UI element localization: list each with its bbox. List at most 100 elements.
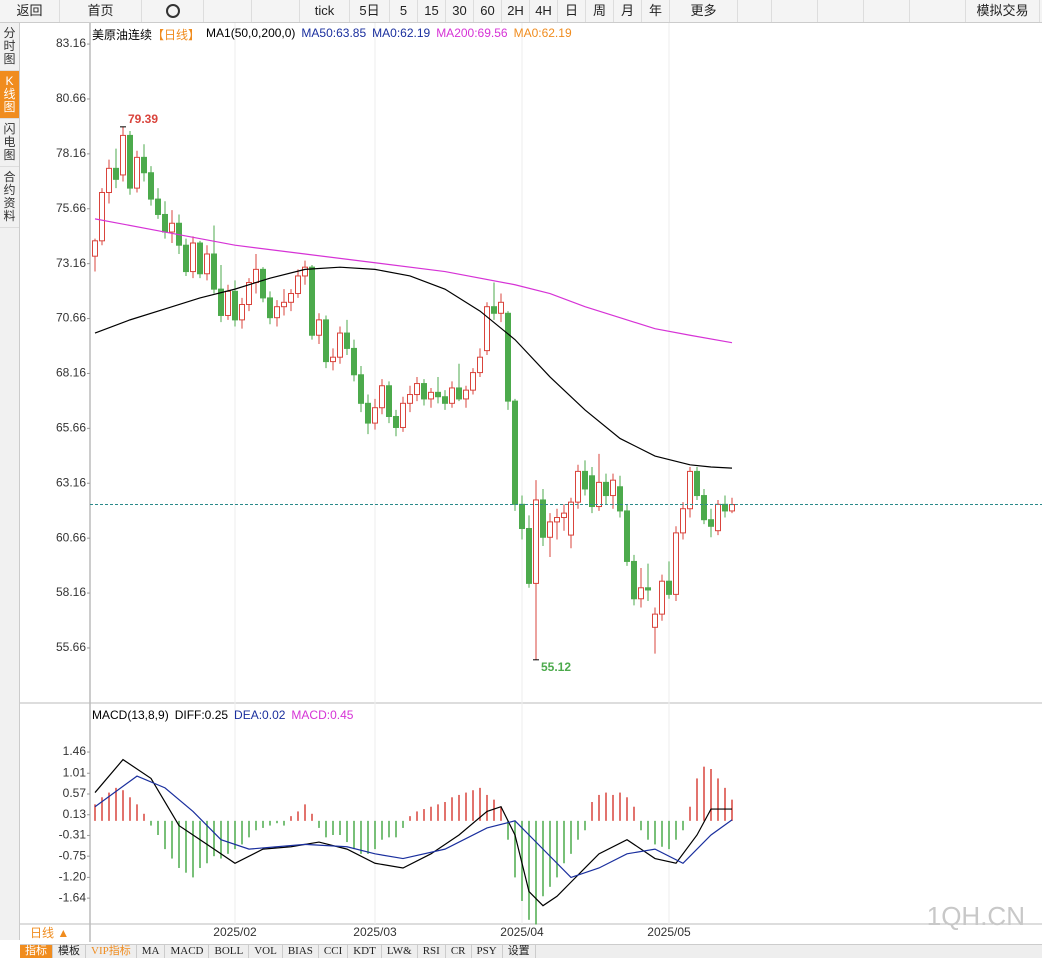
- candle-body: [365, 402, 371, 424]
- candle-body: [547, 521, 553, 538]
- side-tab[interactable]: 分时图: [0, 23, 19, 71]
- candle-body: [512, 400, 518, 505]
- fx-button[interactable]: [738, 0, 772, 22]
- candle-body: [330, 356, 336, 363]
- y-tick-label: 73.16: [56, 256, 86, 270]
- period-button[interactable]: 5日: [350, 0, 390, 22]
- candle-body: [211, 253, 217, 290]
- y-tick-label: -1.20: [59, 870, 87, 884]
- refresh-button[interactable]: [142, 0, 204, 22]
- arrow-buttons[interactable]: [910, 0, 966, 22]
- y-tick-label: 1.01: [63, 765, 87, 779]
- candle-body: [533, 499, 539, 584]
- y-tick-label: -0.31: [59, 828, 87, 842]
- candle-body: [288, 293, 294, 303]
- indicator-tab[interactable]: MACD: [165, 945, 210, 958]
- candle-body: [99, 192, 105, 242]
- indicator-tab[interactable]: KDT: [348, 945, 382, 958]
- candle-body: [197, 242, 203, 275]
- candle-body: [239, 304, 245, 321]
- macd-line: [94, 758, 732, 907]
- period-button[interactable]: 年: [642, 0, 670, 22]
- candle-body: [596, 481, 602, 508]
- indicator-tab[interactable]: PSY: [472, 945, 503, 958]
- candle-body: [393, 415, 399, 428]
- candle-body: [680, 508, 686, 534]
- indicator-tab[interactable]: 指标: [20, 945, 53, 958]
- indicator-tab[interactable]: CCI: [319, 945, 349, 958]
- zoom-out[interactable]: [772, 0, 818, 22]
- sim-trade-button[interactable]: 模拟交易: [966, 0, 1040, 22]
- candle-icon[interactable]: [252, 0, 300, 22]
- candle-body: [582, 470, 588, 490]
- chart-title: 美原油连续: [92, 28, 153, 42]
- period-button[interactable]: 30: [446, 0, 474, 22]
- x-tick-label: 2025/02: [213, 925, 257, 939]
- candle-body: [92, 240, 98, 257]
- tick-button[interactable]: tick: [300, 0, 350, 22]
- candle-body: [267, 297, 273, 319]
- zoom-in[interactable]: [818, 0, 864, 22]
- indicator-tab[interactable]: BIAS: [283, 945, 319, 958]
- candle-body: [631, 560, 637, 600]
- indicator-tab[interactable]: 设置: [503, 945, 536, 958]
- indicator-tab[interactable]: BOLL: [209, 945, 250, 958]
- back-button[interactable]: 返回: [0, 0, 60, 22]
- candle-body: [526, 527, 532, 584]
- candle-body: [575, 470, 581, 503]
- candle-body: [106, 167, 112, 194]
- candle-body: [610, 479, 616, 497]
- y-tick-label: 65.66: [56, 421, 86, 435]
- candle-body: [498, 301, 504, 314]
- y-tick-label: 55.66: [56, 640, 86, 654]
- legend-item: MA1(50,0,200,0): [206, 26, 296, 40]
- more-button[interactable]: 更多: [670, 0, 738, 22]
- candle-body: [435, 391, 441, 398]
- moving-average: [94, 218, 733, 344]
- candle-body: [722, 503, 728, 512]
- candle-body: [274, 306, 280, 319]
- y-tick-label: 1.46: [63, 744, 87, 758]
- side-tab[interactable]: 合约资料: [0, 167, 19, 228]
- candle-body: [225, 290, 231, 316]
- chart-icon[interactable]: [204, 0, 252, 22]
- indicator-tab[interactable]: LW&: [382, 945, 418, 958]
- period-button[interactable]: 周: [586, 0, 614, 22]
- candle-body: [302, 266, 308, 277]
- legend-item: MA200:69.56: [436, 26, 508, 40]
- x-tick-label: 2025/05: [647, 925, 691, 939]
- y-tick-label: 75.66: [56, 201, 86, 215]
- side-tab[interactable]: K线图: [0, 71, 19, 119]
- indicator-tab[interactable]: 模板: [53, 945, 86, 958]
- candle-body: [386, 385, 392, 417]
- indicator-tab[interactable]: VOL: [249, 945, 283, 958]
- period-button[interactable]: 日: [558, 0, 586, 22]
- candle-body: [638, 587, 644, 600]
- x-tick-label: 2025/04: [500, 925, 544, 939]
- annotation-label: 55.12: [541, 660, 571, 674]
- legend-item: DIFF:0.25: [174, 708, 229, 722]
- period-button[interactable]: 4H: [530, 0, 558, 22]
- candle-body: [127, 134, 133, 189]
- period-button[interactable]: 5: [390, 0, 418, 22]
- candle-body: [358, 374, 364, 404]
- indicator-tab[interactable]: VIP指标: [86, 945, 137, 958]
- period-button[interactable]: 2H: [502, 0, 530, 22]
- period-button[interactable]: 60: [474, 0, 502, 22]
- candle-body: [603, 481, 609, 497]
- candle-body: [183, 244, 189, 273]
- indicator-tab[interactable]: CR: [446, 945, 472, 958]
- home-button[interactable]: 首页: [60, 0, 142, 22]
- indicator-tab[interactable]: RSI: [418, 945, 446, 958]
- indicator-tab[interactable]: MA: [137, 945, 166, 958]
- candle-body: [148, 172, 154, 200]
- period-button[interactable]: 15: [418, 0, 446, 22]
- x-tick-label: 2025/03: [353, 925, 397, 939]
- side-tab[interactable]: 闪电图: [0, 119, 19, 167]
- candle-body: [491, 306, 497, 314]
- draw-button[interactable]: [864, 0, 910, 22]
- period-button[interactable]: 月: [614, 0, 642, 22]
- y-tick-label: 63.16: [56, 475, 86, 489]
